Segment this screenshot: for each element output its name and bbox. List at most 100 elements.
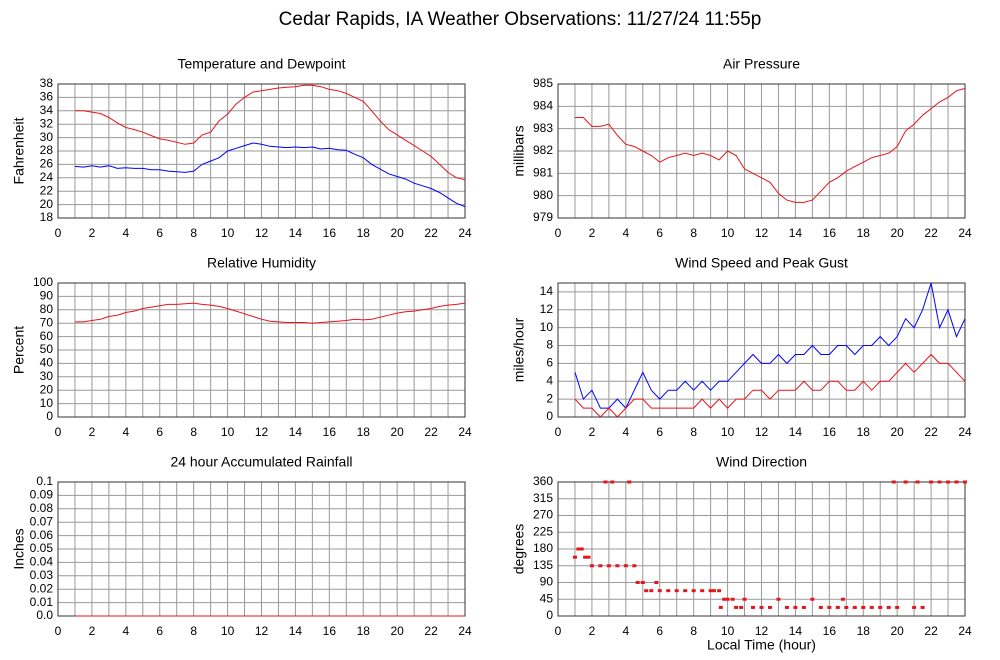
y-axis-label: Percent	[11, 326, 27, 374]
y-axis-label: miles/hour	[511, 317, 527, 382]
data-point	[586, 555, 591, 559]
y-tick-label: 90	[540, 575, 554, 589]
data-point	[776, 597, 781, 601]
data-point	[742, 597, 747, 601]
y-tick-label: 6	[546, 356, 553, 370]
x-tick-label: 18	[357, 226, 371, 240]
x-tick-label: 24	[458, 624, 472, 638]
x-tick-label: 2	[589, 226, 596, 240]
data-point	[844, 605, 849, 609]
data-point	[683, 589, 688, 593]
x-tick-label: 0	[555, 425, 562, 439]
data-point	[572, 555, 577, 559]
data-line	[574, 282, 966, 409]
x-tick-label: 8	[690, 226, 697, 240]
y-tick-label: 0.01	[30, 595, 54, 609]
data-point	[963, 480, 967, 484]
data-point	[657, 589, 662, 593]
data-point	[954, 480, 959, 484]
y-tick-label: 38	[40, 76, 54, 90]
x-tick-label: 8	[190, 226, 197, 240]
plot-frame	[57, 282, 466, 418]
x-tick-label: 20	[390, 624, 404, 638]
y-axis-label: Inches	[11, 528, 27, 569]
x-tick-label: 0	[555, 226, 562, 240]
y-axis-label: degrees	[511, 524, 527, 575]
x-tick-label: 14	[789, 425, 803, 439]
y-tick-label: 225	[533, 524, 553, 538]
y-tick-label: 30	[40, 369, 54, 383]
data-point	[579, 547, 584, 551]
x-tick-label: 18	[357, 425, 371, 439]
data-point	[654, 581, 659, 584]
y-tick-label: 984	[533, 99, 553, 113]
y-tick-label: 985	[533, 76, 553, 90]
y-tick-label: 32	[40, 116, 54, 130]
data-point	[635, 581, 640, 584]
y-tick-label: 60	[40, 329, 54, 343]
x-tick-label: 18	[857, 425, 871, 439]
data-point	[801, 605, 806, 609]
y-tick-label: 0.1	[36, 474, 53, 488]
y-tick-label: 983	[533, 121, 553, 135]
x-tick-label: 8	[690, 425, 697, 439]
y-tick-label: 0	[546, 608, 553, 622]
x-tick-label: 16	[823, 226, 837, 240]
y-tick-label: 80	[40, 302, 54, 316]
data-point	[784, 605, 789, 609]
x-tick-label: 22	[424, 226, 438, 240]
y-axis-label: millibars	[511, 125, 527, 176]
x-tick-label: 22	[924, 226, 938, 240]
plot-frame	[557, 282, 966, 418]
y-tick-label: 0	[46, 409, 53, 423]
data-point	[840, 597, 845, 601]
data-point	[603, 480, 608, 484]
data-point	[666, 589, 671, 593]
data-point	[920, 605, 925, 609]
x-tick-label: 4	[122, 425, 129, 439]
x-tick-label: 4	[122, 624, 129, 638]
data-point	[589, 564, 594, 568]
x-tick-label: 6	[656, 226, 663, 240]
y-tick-label: 10	[540, 320, 554, 334]
y-tick-label: 36	[40, 90, 54, 104]
y-tick-label: 10	[40, 396, 54, 410]
y-tick-label: 2	[546, 391, 553, 405]
x-tick-label: 10	[721, 425, 735, 439]
x-tick-label: 2	[589, 425, 596, 439]
data-point	[891, 480, 896, 484]
y-tick-label: 0.07	[30, 514, 54, 528]
page-title: Cedar Rapids, IA Weather Observations: 1…	[279, 9, 762, 30]
y-tick-label: 20	[40, 197, 54, 211]
data-point	[623, 564, 628, 568]
x-tick-label: 24	[958, 425, 972, 439]
y-tick-label: 180	[533, 541, 553, 555]
x-tick-label: 24	[958, 226, 972, 240]
data-point	[878, 605, 883, 609]
x-tick-label: 4	[622, 624, 629, 638]
y-tick-label: 360	[533, 474, 553, 488]
data-point	[598, 564, 603, 568]
chart-title: Air Pressure	[723, 56, 800, 72]
chart-title: 24 hour Accumulated Rainfall	[170, 454, 352, 470]
data-point	[718, 605, 723, 609]
x-tick-label: 0	[55, 425, 62, 439]
y-tick-label: 0.06	[30, 528, 54, 542]
y-tick-label: 24	[40, 170, 54, 184]
y-tick-label: 50	[40, 342, 54, 356]
x-tick-label: 6	[156, 425, 163, 439]
x-tick-label: 20	[890, 624, 904, 638]
data-point	[912, 605, 917, 609]
data-line	[575, 88, 966, 203]
x-tick-label: 12	[755, 624, 769, 638]
y-tick-label: 28	[40, 143, 54, 157]
x-tick-label: 12	[755, 425, 769, 439]
x-tick-label: 12	[755, 226, 769, 240]
data-point	[759, 605, 764, 609]
data-point	[739, 605, 744, 609]
y-tick-label: 45	[540, 591, 554, 605]
y-tick-label: 70	[40, 315, 54, 329]
data-point	[869, 605, 874, 609]
data-point	[929, 480, 934, 484]
